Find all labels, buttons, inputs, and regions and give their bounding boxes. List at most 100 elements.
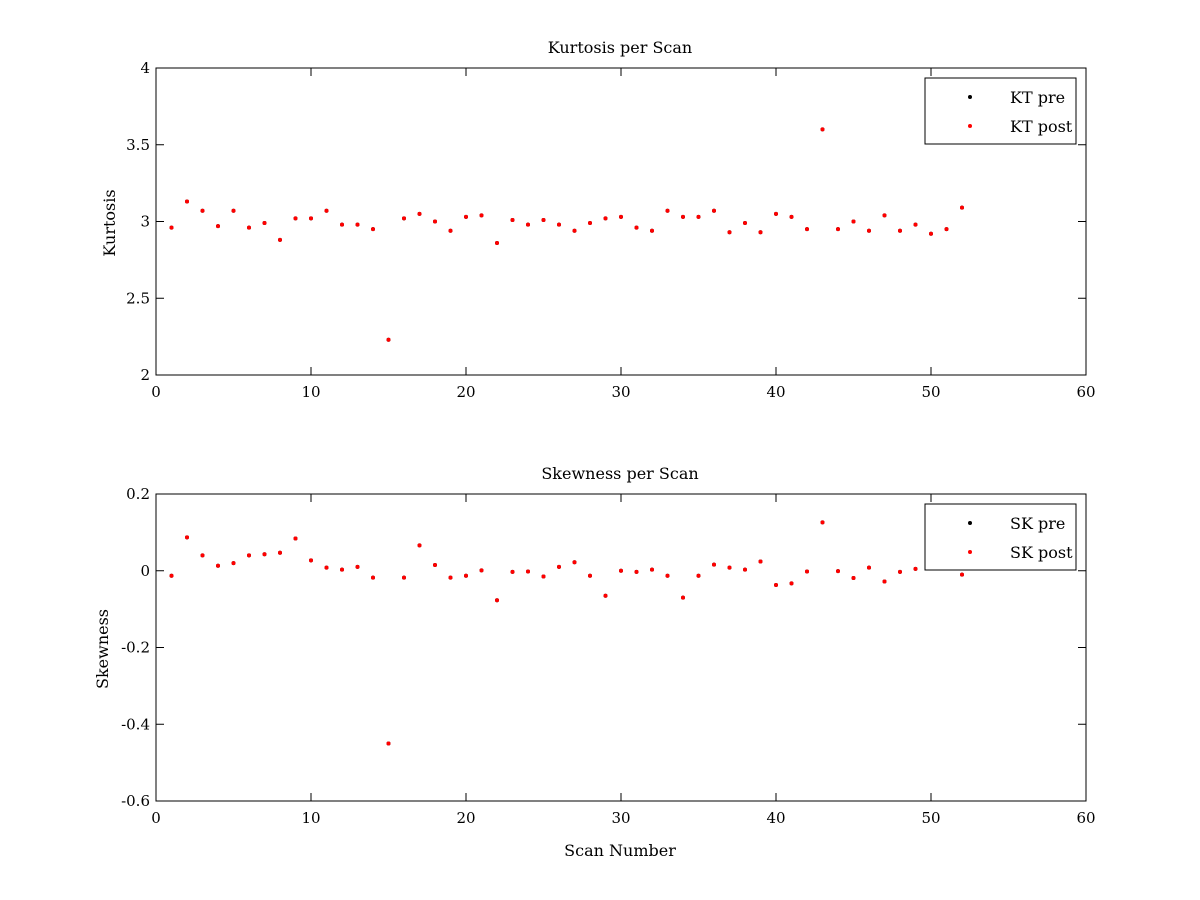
kurtosis-x-tick-label: 20 <box>456 383 475 401</box>
skewness-point-post <box>603 593 608 598</box>
skewness-point-post <box>820 520 825 525</box>
kurtosis-point-post <box>417 211 422 216</box>
kurtosis-point-post <box>743 221 747 226</box>
kurtosis-y-tick-label: 2 <box>140 366 150 384</box>
kurtosis-point-post <box>603 216 608 221</box>
skewness-point-post <box>836 569 840 574</box>
kurtosis-point-post <box>340 222 344 227</box>
kurtosis-point-post <box>944 227 949 232</box>
kurtosis-point-post <box>278 237 282 242</box>
kurtosis-point-post <box>541 217 546 222</box>
skewness-point-post <box>247 553 251 558</box>
kurtosis-point-post <box>913 222 918 227</box>
kurtosis-x-tick-label: 10 <box>301 383 320 401</box>
kurtosis-point-post <box>479 213 484 218</box>
skewness-x-tick-label: 50 <box>921 809 940 827</box>
skewness-point-post <box>712 562 716 567</box>
kurtosis-point-post <box>510 217 515 222</box>
kurtosis-point-post <box>851 219 856 224</box>
skewness-point-post <box>882 579 887 584</box>
kurtosis-point-post <box>712 208 716 213</box>
kurtosis-point-post <box>324 208 329 213</box>
skewness-point-post <box>572 560 577 565</box>
kurtosis-point-post <box>371 227 375 232</box>
kurtosis-point-post <box>789 214 794 219</box>
skewness-point-post <box>619 568 623 573</box>
skewness-y-tick-label: -0.4 <box>121 715 150 733</box>
skewness-plot-title: Skewness per Scan <box>541 464 698 483</box>
skewness-point-post <box>913 566 918 571</box>
skewness-point-post <box>495 598 499 603</box>
kurtosis-point-post <box>634 225 639 230</box>
skewness-y-tick-label: -0.6 <box>121 792 150 810</box>
skewness-y-tick-label: 0 <box>140 562 150 580</box>
kurtosis-point-post <box>386 337 391 342</box>
kurtosis-point-post <box>216 224 220 229</box>
skewness-point-post <box>510 569 515 574</box>
skewness-x-tick-label: 60 <box>1076 809 1095 827</box>
kurtosis-y-axis-label: Kurtosis <box>100 189 119 256</box>
kurtosis-point-post <box>867 228 871 233</box>
kurtosis-x-tick-label: 40 <box>766 383 785 401</box>
skewness-panel: Skewness per Scan Skewness Scan Number 0… <box>93 464 1096 860</box>
kurtosis-legend-box <box>924 77 1077 145</box>
kurtosis-y-tick-label: 2.5 <box>126 289 150 307</box>
kurtosis-point-post <box>758 230 763 235</box>
skewness-point-post <box>743 567 747 572</box>
kurtosis-point-post <box>836 227 840 232</box>
kurtosis-point-post <box>572 228 577 233</box>
kurtosis-point-post <box>200 208 205 213</box>
skewness-x-tick-label: 20 <box>456 809 475 827</box>
kurtosis-point-post <box>293 216 298 221</box>
skewness-legend-label: SK post <box>1010 543 1073 562</box>
kurtosis-point-post <box>727 230 732 235</box>
kurtosis-point-post <box>464 214 468 219</box>
skewness-point-post <box>417 543 422 548</box>
skewness-point-post <box>169 573 174 578</box>
skewness-point-post <box>185 535 189 540</box>
kurtosis-point-post <box>588 221 592 226</box>
kurtosis-panel: Kurtosis per Scan Kurtosis 0 10 20 30 40 50 60… <box>100 38 1096 401</box>
skewness-point-post <box>634 569 639 574</box>
kurtosis-point-post <box>681 214 685 219</box>
skewness-point-post <box>789 581 794 586</box>
skewness-point-post <box>665 573 670 578</box>
skewness-point-post <box>433 562 437 567</box>
skewness-point-post <box>293 536 298 541</box>
skewness-point-post <box>727 565 732 570</box>
kurtosis-y-tick-label: 3.5 <box>126 136 150 154</box>
skewness-x-tick-label: 40 <box>766 809 785 827</box>
kurtosis-point-post <box>309 216 313 221</box>
skewness-point-post <box>479 568 484 573</box>
kurtosis-legend-marker <box>968 124 972 128</box>
kurtosis-point-post <box>774 211 778 216</box>
kurtosis-point-post <box>433 219 437 224</box>
skewness-point-post <box>650 567 654 572</box>
skewness-x-axis-label: Scan Number <box>564 841 676 860</box>
kurtosis-point-post <box>929 231 933 236</box>
skewness-y-tick-label: 0.2 <box>126 485 150 503</box>
skewness-point-post <box>200 553 205 558</box>
kurtosis-point-post <box>448 228 453 233</box>
kurtosis-legend-label: KT pre <box>1010 88 1065 107</box>
skewness-point-post <box>386 741 391 746</box>
skewness-point-post <box>402 575 406 580</box>
skewness-point-post <box>557 564 561 569</box>
kurtosis-y-tick-label: 3 <box>140 213 150 231</box>
kurtosis-point-post <box>820 127 825 132</box>
skewness-point-post <box>278 550 282 555</box>
skewness-point-post <box>960 572 964 577</box>
kurtosis-plot-title: Kurtosis per Scan <box>548 38 692 57</box>
skewness-point-post <box>324 565 329 570</box>
skewness-point-post <box>867 565 871 570</box>
kurtosis-point-post <box>402 216 406 221</box>
kurtosis-point-post <box>557 222 561 227</box>
skewness-point-post <box>526 569 530 574</box>
kurtosis-x-tick-label: 0 <box>151 383 161 401</box>
skewness-point-post <box>696 573 701 578</box>
skewness-legend-marker <box>968 521 972 525</box>
kurtosis-point-post <box>696 214 701 219</box>
kurtosis-x-tick-label: 30 <box>611 383 630 401</box>
skewness-y-axis-label: Skewness <box>93 609 112 689</box>
